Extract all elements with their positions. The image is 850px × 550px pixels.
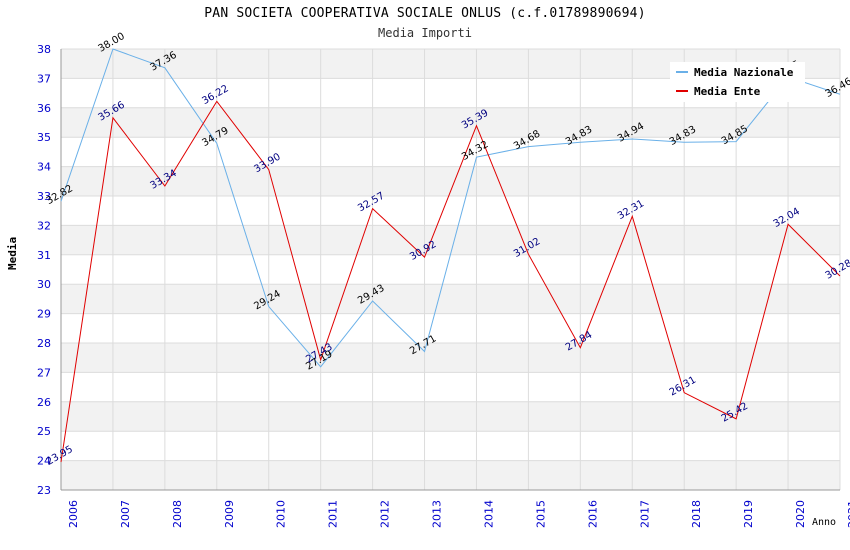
y-tick-label: 31: [37, 249, 51, 262]
x-axis-label: Anno: [812, 517, 837, 528]
x-tick-label: 2009: [223, 500, 236, 528]
x-tick-label: 2011: [327, 500, 340, 528]
x-tick-label: 2017: [638, 500, 651, 528]
y-tick-label: 24: [37, 455, 51, 468]
y-tick-label: 36: [37, 102, 51, 115]
y-tick-label: 26: [37, 396, 51, 409]
grid-band: [61, 196, 840, 226]
grid-band: [61, 372, 840, 402]
y-tick-label: 25: [37, 425, 51, 438]
grid-band: [61, 313, 840, 343]
x-tick-label: 2014: [482, 500, 495, 528]
x-tick-label: 2007: [119, 500, 132, 528]
grid-band: [61, 107, 840, 138]
x-tick-label: 2018: [690, 500, 703, 528]
chart-title: PAN SOCIETA COOPERATIVA SOCIALE ONLUS (c…: [204, 6, 646, 21]
x-tick-label: 2019: [742, 500, 755, 528]
y-tick-label: 23: [37, 484, 51, 497]
series-line-media-ente: [60, 100, 841, 463]
y-tick-label: 34: [37, 161, 51, 174]
grid-band: [61, 225, 840, 255]
y-tick-label: 32: [37, 219, 51, 232]
x-tick-label: 2016: [586, 500, 599, 528]
x-tick-label: 2012: [379, 500, 392, 528]
y-tick-label: 37: [37, 72, 51, 85]
y-tick-label: 38: [37, 43, 51, 56]
x-tick-label: 2010: [275, 500, 288, 528]
y-tick-label: 27: [37, 366, 51, 379]
x-tick-label: 2013: [431, 500, 444, 528]
x-tick-label: 2008: [171, 500, 184, 528]
y-tick-label: 33: [37, 190, 51, 203]
x-tick-label: 2021: [846, 500, 850, 528]
chart-subtitle: Media Importi: [378, 26, 472, 40]
grid-band: [61, 343, 840, 373]
grid-band: [61, 284, 840, 314]
legend-label-nazionale: Media Nazionale: [694, 66, 794, 79]
y-tick-label: 28: [37, 337, 51, 350]
grid-band: [61, 431, 840, 461]
series-line-media-nazionale: [60, 48, 841, 368]
x-tick-label: 2015: [534, 500, 547, 528]
grid-band: [61, 401, 840, 432]
grid-band: [61, 254, 840, 285]
x-tick-label: 2020: [794, 500, 807, 528]
y-tick-label: 30: [37, 278, 51, 291]
y-tick-label: 35: [37, 131, 51, 144]
legend-box: [670, 62, 805, 102]
x-tick-label: 2006: [67, 500, 80, 528]
y-tick-label: 29: [37, 308, 51, 321]
legend-label-ente: Media Ente: [694, 85, 761, 98]
grid-band: [61, 460, 840, 490]
